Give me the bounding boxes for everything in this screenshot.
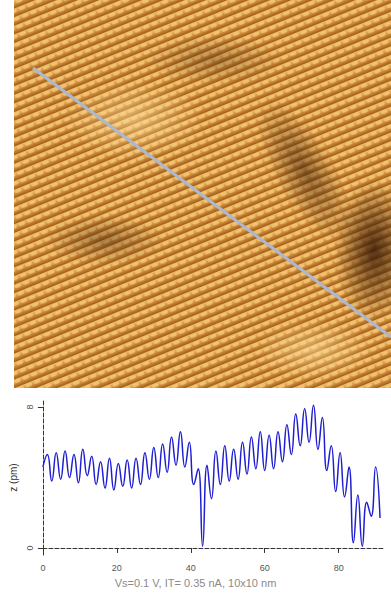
svg-text:Vs=0.1 V, IT= 0.35 nA, 10x10 n: Vs=0.1 V, IT= 0.35 nA, 10x10 nm <box>115 577 277 589</box>
svg-text:40: 40 <box>186 563 196 573</box>
svg-text:0: 0 <box>25 545 35 550</box>
svg-text:z (pm): z (pm) <box>8 463 19 491</box>
svg-text:20: 20 <box>112 563 122 573</box>
svg-text:60: 60 <box>260 563 270 573</box>
svg-text:8: 8 <box>25 405 35 410</box>
svg-text:80: 80 <box>334 563 344 573</box>
svg-text:0: 0 <box>40 563 45 573</box>
